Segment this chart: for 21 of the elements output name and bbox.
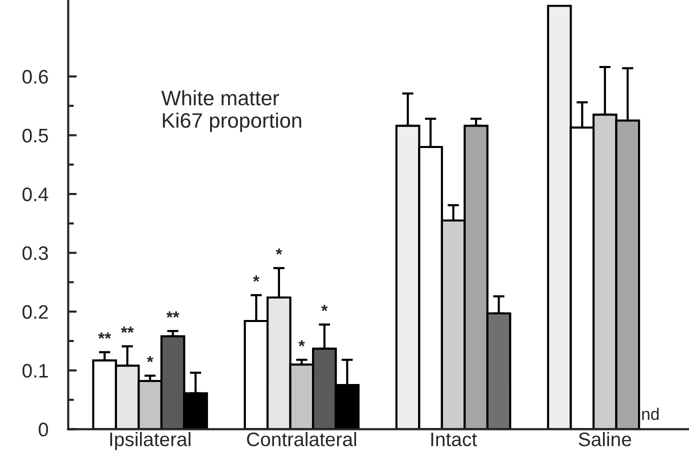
x-tick-label: Intact xyxy=(431,432,477,446)
data-label: ** xyxy=(120,326,134,333)
annotation: White matter Ki67 proportion xyxy=(161,90,302,132)
data-label: ** xyxy=(166,311,180,318)
y-tick-label: 0.6 xyxy=(22,70,48,84)
x-tick-label: Contralateral xyxy=(247,432,356,446)
x-tick-label: Saline xyxy=(578,432,632,446)
data-label: * xyxy=(321,304,328,312)
y-tick-label: 0.4 xyxy=(22,187,48,202)
y-tick-label: 0.2 xyxy=(22,305,48,319)
data-label: * xyxy=(276,248,282,255)
y-tick-label: 0.1 xyxy=(22,364,48,378)
data-label: * xyxy=(298,340,305,346)
data-label: * xyxy=(253,276,260,282)
text: nd xyxy=(642,408,659,420)
y-tick-label: 0 xyxy=(38,422,48,436)
data-label: ** xyxy=(98,332,112,339)
y-tick-label: 0.5 xyxy=(22,128,48,142)
data-label: * xyxy=(146,356,154,362)
x-tick-label: Ipsilateral xyxy=(110,432,190,450)
y-tick-label: 0.3 xyxy=(22,246,48,260)
